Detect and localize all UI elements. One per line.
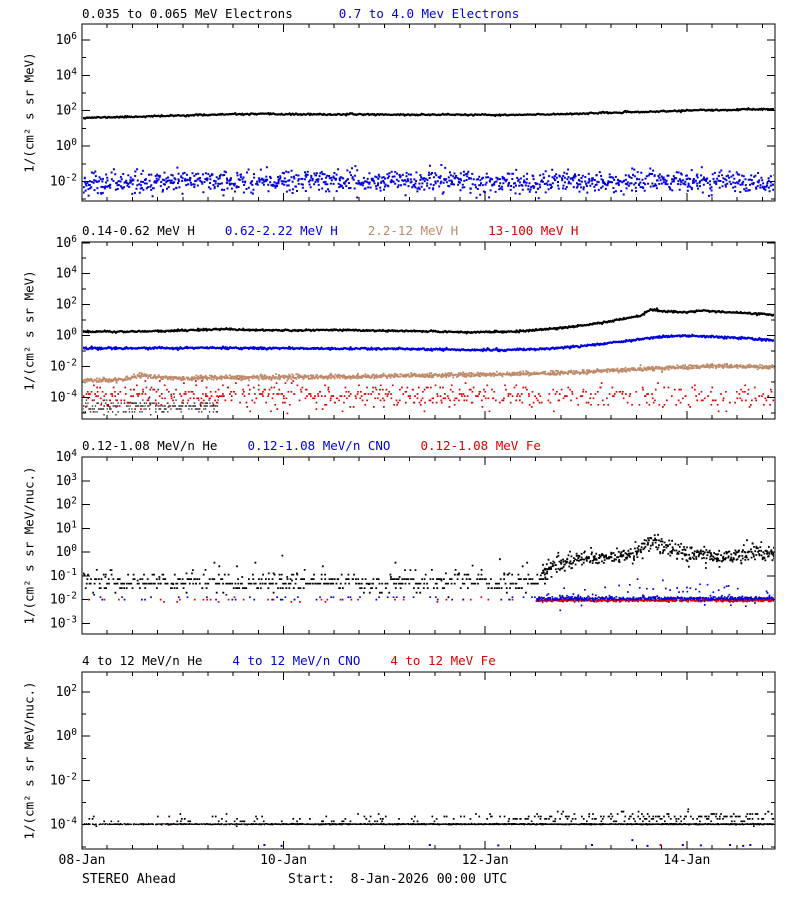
svg-text:106: 106 <box>56 234 78 251</box>
series-0.12-1.08 MeV/n CNO quiet <box>93 593 536 601</box>
panel-2-data <box>83 307 774 416</box>
series-0.035 to 0.065 MeV Electrons <box>83 107 774 120</box>
series-0.12-1.08 MeV/n He event <box>539 533 774 579</box>
svg-text:08-Jan: 08-Jan <box>59 853 106 868</box>
svg-text:10-Jan: 10-Jan <box>260 853 307 868</box>
legend-item: 0.12-1.08 MeV Fe <box>420 438 541 453</box>
svg-text:10-2: 10-2 <box>50 771 77 788</box>
legend-item: 0.035 to 0.065 MeV Electrons <box>82 6 293 21</box>
panel-1-data <box>83 107 774 200</box>
svg-text:102: 102 <box>56 102 77 119</box>
series-0.12-1.08 MeV Fe quiet <box>88 596 514 603</box>
x-axis-date-labels: 08-Jan 10-Jan 12-Jan 14-Jan <box>59 853 711 868</box>
svg-text:10-1: 10-1 <box>50 567 77 584</box>
svg-text:104: 104 <box>56 265 78 282</box>
panel-2-legend: 0.14-0.62 MeV H 0.62-2.22 MeV H 2.2-12 M… <box>82 222 578 239</box>
panel-3-axes <box>81 456 776 635</box>
series-4 to 12 MeV Fe <box>167 823 662 846</box>
svg-text:100: 100 <box>56 137 78 154</box>
panel-3-data <box>83 533 774 612</box>
legend-item: 0.62-2.22 MeV H <box>224 223 338 238</box>
series-0.12-1.08 MeV/n CNO event scatter <box>547 578 774 612</box>
legend-item: 0.7 to 4.0 Mev Electrons <box>338 6 520 21</box>
svg-text:10-4: 10-4 <box>50 388 77 405</box>
panel-2-ylabel: 1/(cm² s sr MeV) <box>21 270 37 391</box>
series-0.12-1.08 MeV/n He quiet scatter <box>83 554 547 585</box>
svg-text:103: 103 <box>56 472 77 489</box>
svg-text:102: 102 <box>56 496 77 513</box>
svg-text:10-2: 10-2 <box>50 173 77 190</box>
svg-text:101: 101 <box>56 519 78 536</box>
svg-text:10-2: 10-2 <box>50 357 77 374</box>
legend-item: 2.2-12 MeV H <box>367 223 459 238</box>
series-4 to 12 MeV/n He one-count line <box>83 822 774 826</box>
series-0.12-1.08 MeV/n He quiet floor <box>83 564 549 599</box>
series-2.2-12 MeV H <box>83 362 774 384</box>
legend-item: 4 to 12 MeV/n He <box>82 653 203 668</box>
legend-item: 4 to 12 MeV/n CNO <box>232 653 361 668</box>
panel-3-ytick-labels: 104 103 102 101 100 10-1 10-2 10-3 <box>50 448 77 631</box>
panel-2-axes <box>81 241 776 420</box>
svg-text:100: 100 <box>56 543 78 560</box>
series-13-100 MeV H <box>83 375 774 415</box>
series-4 to 12 MeV/n He counts <box>88 808 774 828</box>
svg-text:106: 106 <box>56 31 78 48</box>
svg-text:100: 100 <box>56 727 78 744</box>
legend-item: 13-100 MeV H <box>488 223 579 238</box>
svg-text:102: 102 <box>56 683 77 700</box>
svg-text:10-2: 10-2 <box>50 591 77 608</box>
panel-4-ytick-labels: 102 100 10-2 10-4 <box>50 683 77 833</box>
svg-text:10-3: 10-3 <box>50 614 77 631</box>
panel-1-ytick-labels: 106 104 102 100 10-2 <box>50 31 77 190</box>
series-0.62-2.22 MeV H <box>83 333 774 353</box>
svg-text:102: 102 <box>56 296 77 313</box>
svg-text:12-Jan: 12-Jan <box>462 853 509 868</box>
legend-item: 4 to 12 MeV Fe <box>390 653 496 668</box>
series-0.12-1.08 MeV/n CNO event row <box>536 594 774 603</box>
panel-4-data <box>83 808 774 847</box>
start-time-label: Start: 8-Jan-2026 00:00 UTC <box>288 872 508 887</box>
panel-3-ylabel: 1/(cm² s sr MeV/nuc.) <box>21 466 37 625</box>
panel-4-axes <box>81 671 776 850</box>
svg-text:104: 104 <box>56 66 78 83</box>
svg-text:10-4: 10-4 <box>50 816 77 833</box>
spacecraft-label: STEREO Ahead <box>82 872 176 887</box>
panel-1-legend: 0.035 to 0.065 MeV Electrons 0.7 to 4.0 … <box>82 5 519 22</box>
legend-item: 0.12-1.08 MeV/n CNO <box>247 438 391 453</box>
panel-4-legend: 4 to 12 MeV/n He 4 to 12 MeV/n CNO 4 to … <box>82 652 496 669</box>
svg-text:14-Jan: 14-Jan <box>663 853 710 868</box>
series-0.14-0.62 MeV H <box>83 307 774 335</box>
series-4 to 12 MeV/n CNO <box>263 839 752 847</box>
legend-item: 0.12-1.08 MeV/n He <box>82 438 218 453</box>
series-0.7 to 4.0 Mev Electrons <box>83 164 774 200</box>
panel-2-ytick-labels: 106 104 102 100 10-2 10-4 <box>50 234 77 406</box>
svg-text:100: 100 <box>56 327 78 344</box>
panel-1-ylabel: 1/(cm² s sr MeV) <box>21 52 37 173</box>
svg-text:104: 104 <box>56 448 78 465</box>
panel-3-legend: 0.12-1.08 MeV/n He 0.12-1.08 MeV/n CNO 0… <box>82 437 541 454</box>
legend-item: 0.14-0.62 MeV H <box>82 223 195 238</box>
panel-4-ylabel: 1/(cm² s sr MeV/nuc.) <box>21 681 37 840</box>
